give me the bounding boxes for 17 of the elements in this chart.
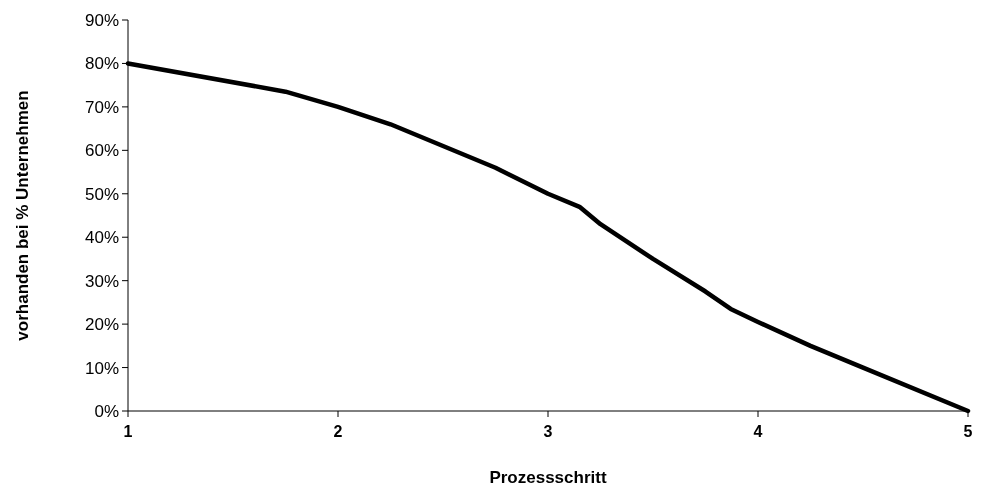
y-tick-label: 80% [84, 54, 119, 74]
y-tick-label: 20% [84, 315, 119, 335]
x-tick-label: 5 [963, 423, 973, 440]
x-tick-label: 2 [333, 423, 343, 440]
y-tick-label: 40% [84, 228, 119, 248]
x-tick-label: 1 [123, 423, 133, 440]
y-tick-label: 0% [94, 401, 119, 421]
x-axis-title: Prozessschritt [489, 468, 607, 487]
x-tick-label: 4 [753, 423, 763, 440]
y-tick-label: 50% [84, 184, 119, 204]
y-tick-label: 90% [84, 10, 119, 30]
y-tick-label: 70% [84, 97, 119, 117]
y-axis-title: vorhanden bei % Unternehmen [13, 90, 32, 341]
y-tick-label: 30% [84, 271, 119, 291]
y-tick-label: 60% [84, 141, 119, 161]
x-tick-label: 3 [543, 423, 553, 440]
y-tick-label: 10% [84, 358, 119, 378]
